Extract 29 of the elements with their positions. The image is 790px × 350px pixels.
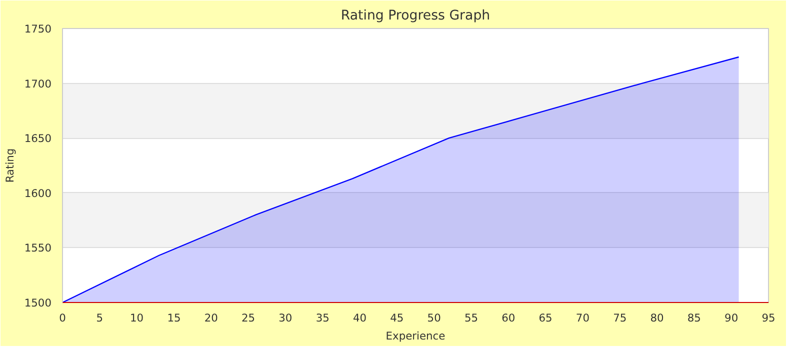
- y-tick-label: 1750: [24, 22, 52, 36]
- y-tick-label: 1700: [24, 77, 52, 90]
- x-tick-label: 55: [464, 312, 478, 324]
- x-tick-label: 0: [59, 312, 66, 324]
- y-tick-label: 1650: [24, 132, 52, 146]
- x-tick-label: 85: [687, 312, 701, 324]
- x-tick-label: 45: [390, 312, 404, 324]
- x-tick-label: 95: [762, 312, 776, 324]
- chart-title: Rating Progress Graph: [340, 8, 490, 24]
- x-axis-title: Experience: [386, 330, 446, 342]
- y-axis-title: Rating: [3, 148, 16, 183]
- x-tick-label: 90: [724, 312, 738, 324]
- x-tick-label: 65: [538, 312, 552, 324]
- x-tick-label: 20: [204, 312, 218, 324]
- x-tick-label: 60: [502, 312, 516, 324]
- x-tick-label: 50: [427, 312, 442, 324]
- x-tick-label: 70: [576, 312, 590, 324]
- x-tick-label: 15: [167, 312, 181, 324]
- x-tick-label: 40: [352, 312, 367, 324]
- y-tick-label: 1600: [24, 186, 52, 200]
- y-tick-label: 1550: [24, 242, 52, 255]
- x-tick-label: 35: [316, 312, 330, 324]
- x-tick-label: 25: [242, 312, 256, 324]
- x-tick-label: 30: [278, 312, 292, 324]
- x-tick-label: 10: [130, 312, 144, 324]
- x-tick-label: 80: [650, 312, 664, 324]
- y-tick-label: 1500: [24, 296, 52, 310]
- x-tick-label: 75: [613, 312, 627, 324]
- x-tick-label: 5: [96, 312, 104, 324]
